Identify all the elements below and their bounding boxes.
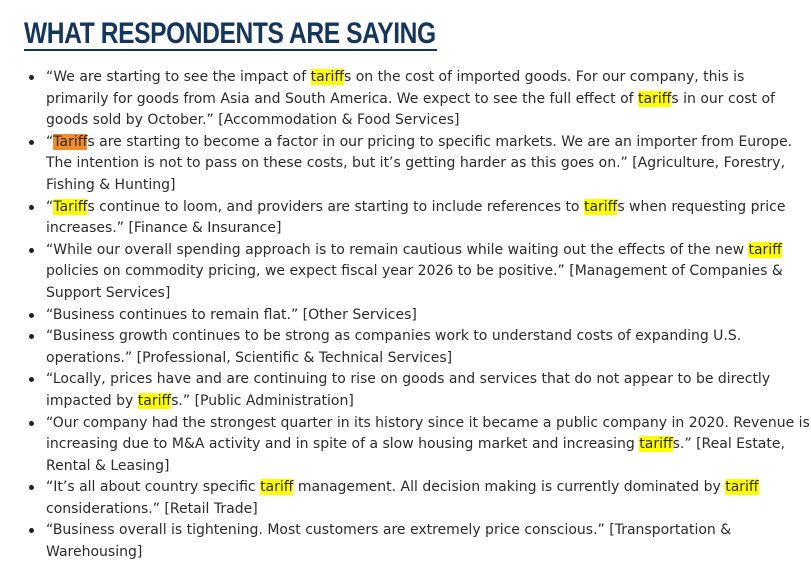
quote-text: “It’s all about country specific bbox=[46, 479, 261, 496]
quote-text: s.” [Public Administration] bbox=[171, 392, 354, 409]
search-highlight: tariff bbox=[725, 479, 759, 496]
quote-text: “Locally, prices have and are continuing… bbox=[46, 371, 771, 409]
search-highlight: tariff bbox=[583, 198, 618, 215]
quote-text: “Our company had the strongest quarter i… bbox=[46, 414, 810, 453]
quote-text: “Business continues to remain flat.” [Ot… bbox=[46, 306, 417, 323]
quote-text: s in our cost of goods sold by October.”… bbox=[46, 90, 775, 129]
quote-text: considerations.” [Retail Trade] bbox=[46, 500, 258, 517]
quote-text: policies on commodity pricing, we expect… bbox=[46, 263, 783, 301]
page-title: WHAT RESPONDENTS ARE SAYING bbox=[24, 17, 436, 50]
quote-text: s continue to loom, and providers are st… bbox=[87, 198, 584, 215]
quote-item: “While our overall spending approach is … bbox=[29, 240, 811, 305]
quote-text: s on the cost of imported goods. For our… bbox=[46, 69, 745, 107]
search-highlight: tariff bbox=[639, 436, 673, 453]
quote-item: “Business overall is tightening. Most cu… bbox=[29, 520, 811, 563]
search-highlight: tariff bbox=[260, 479, 294, 496]
search-highlight: tariff bbox=[638, 90, 672, 107]
quote-item: “We are starting to see the impact of ta… bbox=[29, 67, 811, 132]
quote-text: “Business growth continues to be strong … bbox=[46, 328, 742, 366]
quote-text: “ bbox=[46, 198, 54, 215]
search-highlight: tariff bbox=[137, 392, 172, 409]
quote-text: “While our overall spending approach is … bbox=[46, 241, 749, 258]
title-underline bbox=[24, 49, 437, 51]
quote-text: “We are starting to see the impact of bbox=[46, 69, 311, 85]
quote-text: management. All decision making is curre… bbox=[293, 479, 726, 496]
search-highlight: tariff bbox=[310, 69, 344, 85]
respondent-quote-list: “We are starting to see the impact of ta… bbox=[0, 67, 811, 564]
search-highlight-current: Tariff bbox=[53, 133, 88, 150]
quote-text: s.” [Real Estate, Rental & Leasing] bbox=[46, 436, 785, 474]
quote-text: s are starting to become a factor in our… bbox=[46, 133, 793, 193]
quote-item: “Business continues to remain flat.” [Ot… bbox=[29, 305, 811, 327]
quote-item: “Our company had the strongest quarter i… bbox=[29, 413, 811, 478]
search-highlight: tariff bbox=[748, 241, 782, 258]
quote-item: “Tariffs are starting to become a factor… bbox=[29, 132, 811, 197]
quote-item: “Locally, prices have and are continuing… bbox=[29, 369, 811, 412]
quote-item: “Business growth continues to be strong … bbox=[29, 326, 811, 369]
quote-text: “ bbox=[46, 133, 54, 150]
quote-text: s when requesting price increases.” [Fin… bbox=[46, 198, 786, 237]
quote-text: “Business overall is tightening. Most cu… bbox=[46, 522, 732, 561]
search-highlight: Tariff bbox=[53, 198, 88, 215]
quote-item: “It’s all about country specific tariff … bbox=[29, 477, 811, 520]
quote-item: “Tariffs continue to loom, and providers… bbox=[29, 197, 811, 240]
